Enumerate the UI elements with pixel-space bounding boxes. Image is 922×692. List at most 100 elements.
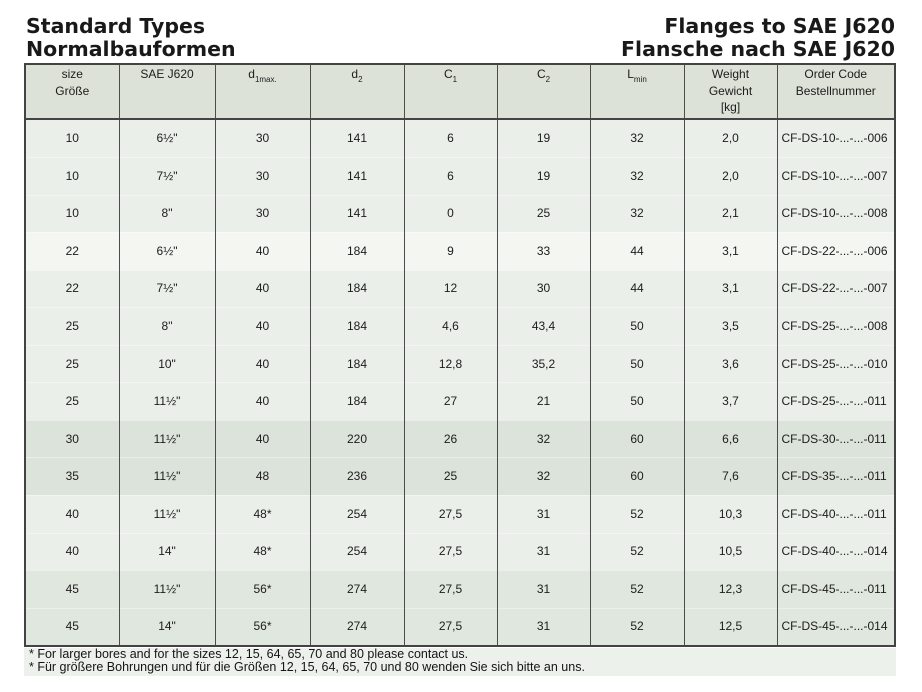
cell-size: 40	[24, 532, 119, 571]
cell-c2: 21	[496, 382, 590, 420]
cell-c1: 6	[403, 157, 497, 195]
cell-weight: 10,3	[683, 494, 777, 533]
footnote-english: * For larger bores and for the sizes 12,…	[29, 646, 469, 661]
cell-c1: 27,5	[403, 607, 497, 647]
cell-d2: 184	[309, 307, 404, 345]
cell-sae: 14"	[118, 532, 215, 571]
cell-c2: 19	[496, 118, 590, 158]
cell-weight: 7,6	[683, 457, 777, 495]
cell-sae: 10"	[118, 344, 215, 383]
cell-c2: 19	[496, 157, 590, 195]
column-header-line: Bestellnummer	[795, 83, 876, 98]
cell-size: 25	[24, 344, 119, 383]
cell-size: 10	[24, 194, 119, 233]
cell-lmin: 50	[589, 382, 684, 420]
table-row: 10 6½" 30 141 6 19 32 2,0 CF-DS-10-...-...-006	[24, 118, 895, 158]
cell-c2: 30	[496, 269, 590, 308]
cell-sae: 6½"	[118, 118, 215, 158]
column-header-lmin: Lmin	[589, 64, 684, 120]
cell-d1max: 30	[214, 194, 310, 233]
cell-order: CF-DS-25-...-...-008	[776, 307, 895, 345]
cell-d2: 274	[309, 607, 404, 647]
cell-size: 45	[24, 607, 119, 647]
cell-d1max: 30	[214, 157, 310, 195]
cell-c1: 25	[403, 457, 497, 495]
column-header-c1: C1	[403, 64, 497, 120]
cell-c2: 31	[496, 532, 590, 571]
table-row: 30 11½" 40 220 26 32 60 6,6 CF-DS-30-...-...-011	[24, 419, 895, 458]
cell-d1max: 40	[214, 269, 310, 308]
table-row: 25 11½" 40 184 27 21 50 3,7 CF-DS-25-...-...-011	[24, 382, 895, 420]
cell-size: 30	[24, 419, 119, 458]
cell-c1: 26	[403, 419, 497, 458]
spec-table-wrap: size Größe SAE J620 d1max. d2 C1 C2 Lmin Weight G…	[24, 63, 896, 648]
cell-c1: 0	[403, 194, 497, 233]
cell-c2: 33	[496, 232, 590, 270]
cell-d1max: 48*	[214, 532, 310, 571]
cell-d2: 141	[309, 194, 404, 233]
cell-d2: 254	[309, 494, 404, 533]
header-subscript: 2	[545, 74, 551, 84]
cell-order: CF-DS-10-...-...-007	[776, 157, 895, 195]
cell-c1: 12,8	[403, 344, 497, 383]
cell-size: 22	[24, 232, 119, 270]
cell-weight: 10,5	[683, 532, 777, 571]
cell-sae: 11½"	[118, 494, 215, 533]
cell-d2: 254	[309, 532, 404, 571]
cell-order: CF-DS-25-...-...-010	[776, 344, 895, 383]
cell-d1max: 56*	[214, 570, 310, 608]
cell-weight: 3,7	[683, 382, 777, 420]
cell-order: CF-DS-22-...-...-006	[776, 232, 895, 270]
cell-lmin: 32	[589, 194, 684, 233]
cell-size: 22	[24, 269, 119, 308]
cell-d2: 220	[309, 419, 404, 458]
cell-c1: 27	[403, 382, 497, 420]
cell-order: CF-DS-40-...-...-011	[776, 494, 895, 533]
column-header-order: Order Code Bestellnummer	[776, 64, 895, 120]
column-header-size: size Größe	[24, 64, 119, 120]
table-row: 40 14" 48* 254 27,5 31 52 10,5 CF-DS-40-...-...-…	[24, 532, 895, 571]
cell-sae: 11½"	[118, 419, 215, 458]
table-row: 40 11½" 48* 254 27,5 31 52 10,3 CF-DS-40-...-...…	[24, 494, 895, 533]
column-header-line: d1max.	[248, 67, 277, 84]
title-left: Standard Types Normalbauformen	[26, 15, 236, 61]
cell-c2: 31	[496, 570, 590, 608]
cell-order: CF-DS-25-...-...-011	[776, 382, 895, 420]
table-row: 10 8" 30 141 0 25 32 2,1 CF-DS-10-...-...-008	[24, 194, 895, 233]
cell-c1: 12	[403, 269, 497, 308]
cell-size: 10	[24, 157, 119, 195]
subtitle-german: Flansche nach SAE J620	[621, 37, 895, 61]
cell-weight: 2,0	[683, 118, 777, 158]
spec-table: size Größe SAE J620 d1max. d2 C1 C2 Lmin Weight G…	[24, 63, 896, 648]
cell-weight: 3,1	[683, 232, 777, 270]
cell-lmin: 32	[589, 118, 684, 158]
cell-d2: 184	[309, 269, 404, 308]
cell-weight: 12,3	[683, 570, 777, 608]
table-row: 45 14" 56* 274 27,5 31 52 12,5 CF-DS-45-...-...-…	[24, 607, 895, 647]
cell-order: CF-DS-35-...-...-011	[776, 457, 895, 495]
cell-sae: 11½"	[118, 457, 215, 495]
table-row: 25 10" 40 184 12,8 35,2 50 3,6 CF-DS-25-...-...-…	[24, 344, 895, 383]
cell-c2: 32	[496, 419, 590, 458]
title-english: Standard Types	[26, 14, 206, 38]
cell-c1: 27,5	[403, 570, 497, 608]
cell-weight: 6,6	[683, 419, 777, 458]
cell-c2: 31	[496, 607, 590, 647]
column-header-weight: Weight Gewicht [kg]	[683, 64, 777, 120]
cell-lmin: 44	[589, 269, 684, 308]
column-header-d1max: d1max.	[214, 64, 310, 120]
table-row: 35 11½" 48 236 25 32 60 7,6 CF-DS-35-...-...-011	[24, 457, 895, 495]
cell-c1: 27,5	[403, 532, 497, 571]
cell-c1: 27,5	[403, 494, 497, 533]
cell-order: CF-DS-40-...-...-014	[776, 532, 895, 571]
column-header-line: Größe	[55, 83, 90, 98]
cell-order: CF-DS-30-...-...-011	[776, 419, 895, 458]
footnote-german: * Für größere Bohrungen und für die Größ…	[29, 660, 585, 674]
cell-c1: 9	[403, 232, 497, 270]
table-row: 45 11½" 56* 274 27,5 31 52 12,3 CF-DS-45-...-...…	[24, 570, 895, 608]
cell-d2: 184	[309, 232, 404, 270]
cell-d1max: 56*	[214, 607, 310, 647]
cell-d2: 236	[309, 457, 404, 495]
table-header-row: size Größe SAE J620 d1max. d2 C1 C2 Lmin Weight G…	[24, 64, 895, 120]
cell-d2: 184	[309, 344, 404, 383]
